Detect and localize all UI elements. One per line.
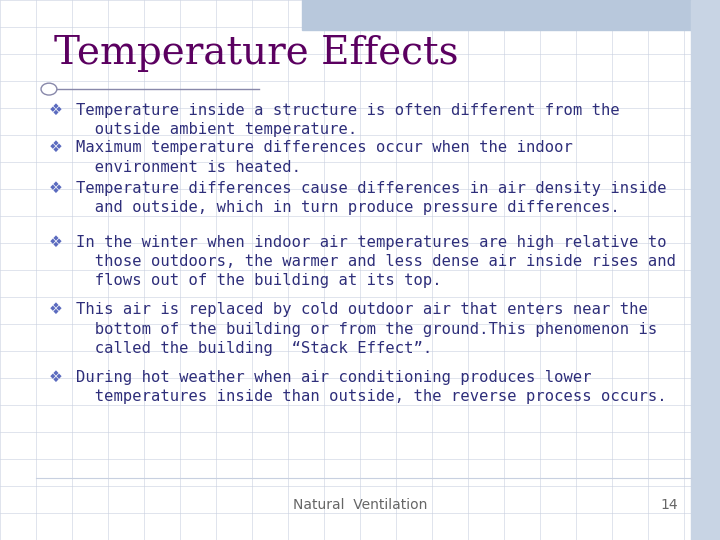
Bar bbox=[302, 0, 720, 30]
Text: In the winter when indoor air temperatures are high relative to
  those outdoors: In the winter when indoor air temperatur… bbox=[76, 235, 675, 288]
Bar bbox=[691, 0, 720, 540]
Text: ❖: ❖ bbox=[49, 235, 63, 250]
Text: This air is replaced by cold outdoor air that enters near the
  bottom of the bu: This air is replaced by cold outdoor air… bbox=[76, 302, 657, 356]
Text: Temperature inside a structure is often different from the
  outside ambient tem: Temperature inside a structure is often … bbox=[76, 103, 619, 137]
Text: ❖: ❖ bbox=[49, 140, 63, 156]
Text: ❖: ❖ bbox=[49, 370, 63, 385]
Text: During hot weather when air conditioning produces lower
  temperatures inside th: During hot weather when air conditioning… bbox=[76, 370, 666, 404]
Text: Temperature Effects: Temperature Effects bbox=[54, 35, 459, 72]
Circle shape bbox=[41, 83, 57, 95]
Text: 14: 14 bbox=[661, 498, 678, 512]
Text: ❖: ❖ bbox=[49, 103, 63, 118]
Text: ❖: ❖ bbox=[49, 302, 63, 318]
Text: ❖: ❖ bbox=[49, 181, 63, 196]
Text: Natural  Ventilation: Natural Ventilation bbox=[293, 498, 427, 512]
Text: Temperature differences cause differences in air density inside
  and outside, w: Temperature differences cause difference… bbox=[76, 181, 666, 215]
Text: Maximum temperature differences occur when the indoor
  environment is heated.: Maximum temperature differences occur wh… bbox=[76, 140, 572, 174]
